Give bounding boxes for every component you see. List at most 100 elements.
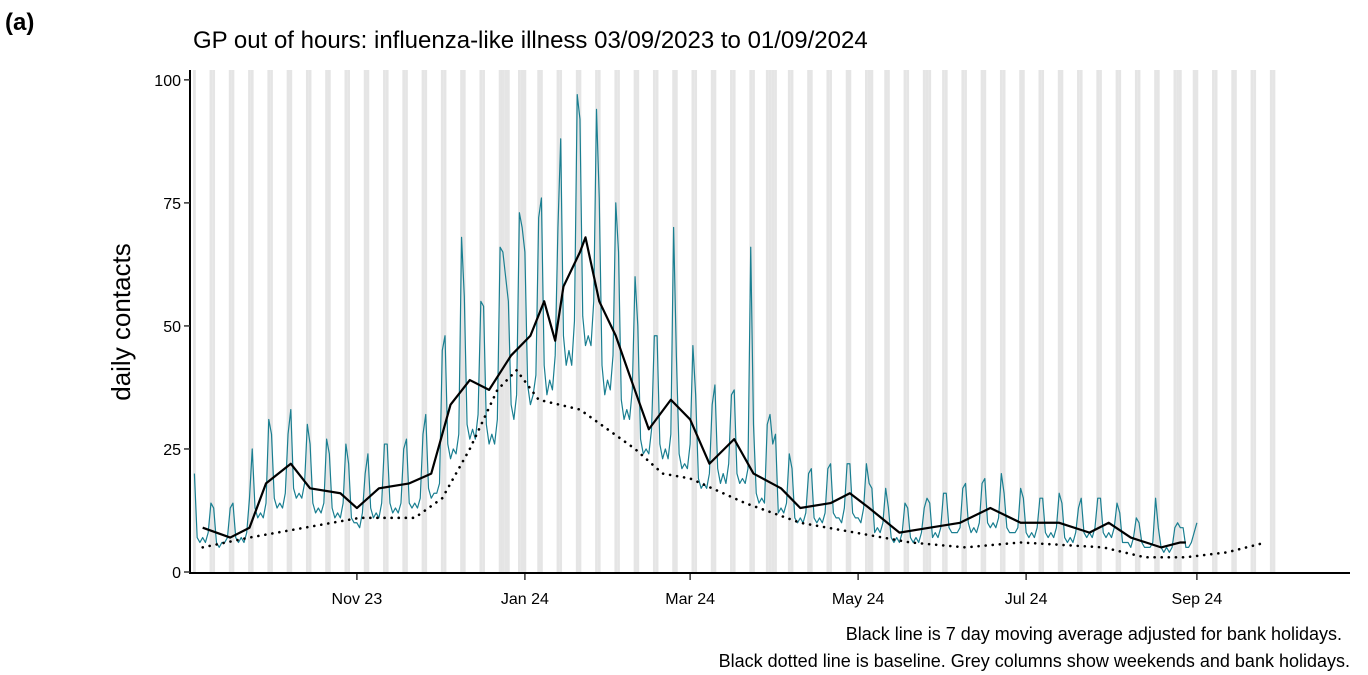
x-tick-label: Sep 24 <box>1172 591 1223 608</box>
shaded-column <box>1214 70 1218 572</box>
panel-label: (a) <box>5 9 34 36</box>
shaded-column <box>1019 70 1022 572</box>
x-tick-label: May 24 <box>832 591 885 608</box>
shaded-column <box>1195 70 1199 572</box>
shaded-column <box>540 70 543 572</box>
shaded-column <box>1099 70 1102 572</box>
shaded-column <box>1234 70 1237 572</box>
y-axis-label: daily contacts <box>106 243 136 401</box>
y-tick-label: 75 <box>163 196 181 213</box>
axes: 0 25 50 75 100 Nov 23 Jan 24 Mar 24 May 24 Jul 24… <box>154 70 1350 608</box>
shaded-column <box>942 70 945 572</box>
shaded-column <box>460 70 463 572</box>
shaded-column <box>1269 70 1273 572</box>
shaded-column <box>1173 70 1177 572</box>
shaded-column <box>518 70 521 572</box>
shaded-column <box>1079 70 1083 572</box>
shaded-column <box>1057 70 1061 572</box>
shaded-column <box>1096 70 1100 572</box>
shaded-column <box>523 70 527 572</box>
x-tick-label: Mar 24 <box>665 591 715 608</box>
shaded-column <box>867 70 871 572</box>
y-tick-label: 0 <box>172 565 181 582</box>
shaded-column <box>1154 70 1157 572</box>
shaded-column <box>983 70 987 572</box>
shaded-column <box>906 70 910 572</box>
shaded-column <box>270 70 273 572</box>
shaded-column <box>922 70 926 572</box>
shaded-column <box>774 70 777 572</box>
shaded-column <box>1176 70 1179 572</box>
shaded-column <box>790 70 794 572</box>
shaded-column <box>884 70 888 572</box>
shaded-column <box>944 70 948 572</box>
shaded-column <box>440 70 444 572</box>
shaded-column <box>1250 70 1254 572</box>
shaded-column <box>595 70 598 572</box>
shaded-column <box>1115 70 1119 572</box>
shaded-column <box>209 70 213 572</box>
shaded-column <box>768 70 772 572</box>
chart-title: GP out of hours: influenza-like illness … <box>193 27 868 54</box>
shaded-column <box>1038 70 1042 572</box>
shaded-column <box>845 70 849 572</box>
shaded-column <box>231 70 235 572</box>
shaded-column <box>1178 70 1182 572</box>
shaded-column <box>730 70 733 572</box>
y-tick-label: 100 <box>154 73 181 90</box>
shaded-column <box>617 70 620 572</box>
plot-lines <box>193 94 1268 559</box>
shaded-column <box>383 70 386 572</box>
shaded-column <box>694 70 698 572</box>
shaded-column <box>672 70 675 572</box>
shaded-column <box>1272 70 1276 572</box>
shaded-column <box>575 70 579 572</box>
shaded-column <box>749 70 753 572</box>
shaded-column <box>999 70 1003 572</box>
shaded-column <box>385 70 389 572</box>
series-line <box>193 94 1198 553</box>
shaded-column <box>212 70 216 572</box>
y-tick-label: 25 <box>163 442 181 459</box>
shaded-column <box>559 70 563 572</box>
shaded-column <box>870 70 874 572</box>
shaded-column <box>1041 70 1045 572</box>
shaded-column <box>405 70 408 572</box>
shaded-column <box>903 70 907 572</box>
shaded-column <box>248 70 251 572</box>
shaded-column <box>443 70 447 572</box>
shaded-column <box>347 70 351 572</box>
shaded-column <box>1192 70 1196 572</box>
shaded-column <box>193 70 196 572</box>
shaded-column <box>578 70 582 572</box>
shaded-column <box>633 70 637 572</box>
shaded-column <box>961 70 965 572</box>
series-line <box>202 236 1186 549</box>
shaded-column <box>655 70 659 572</box>
shaded-column <box>787 70 791 572</box>
x-tick-label: Jul 24 <box>1005 591 1048 608</box>
shaded-column <box>925 70 929 572</box>
shaded-column <box>1118 70 1122 572</box>
shaded-column <box>366 70 370 572</box>
shaded-column <box>732 70 736 572</box>
shaded-column <box>1134 70 1138 572</box>
shaded-column <box>807 70 810 572</box>
shaded-column <box>286 70 290 572</box>
shaded-column <box>980 70 984 572</box>
shaded-column <box>752 70 755 572</box>
shaded-column <box>1077 70 1080 572</box>
shaded-column <box>1060 70 1064 572</box>
shaded-column <box>826 70 830 572</box>
shaded-column <box>865 70 868 572</box>
shaded-column <box>1021 70 1025 572</box>
shaded-column <box>771 70 775 572</box>
shaded-column <box>327 70 331 572</box>
footnote: Black line is 7 day moving average adjus… <box>846 624 1342 644</box>
shaded-column <box>652 70 656 572</box>
shaded-column <box>765 70 769 572</box>
shaded-column <box>597 70 601 572</box>
y-tick-label: 50 <box>163 319 181 336</box>
shaded-column <box>267 70 271 572</box>
shaded-column <box>344 70 348 572</box>
